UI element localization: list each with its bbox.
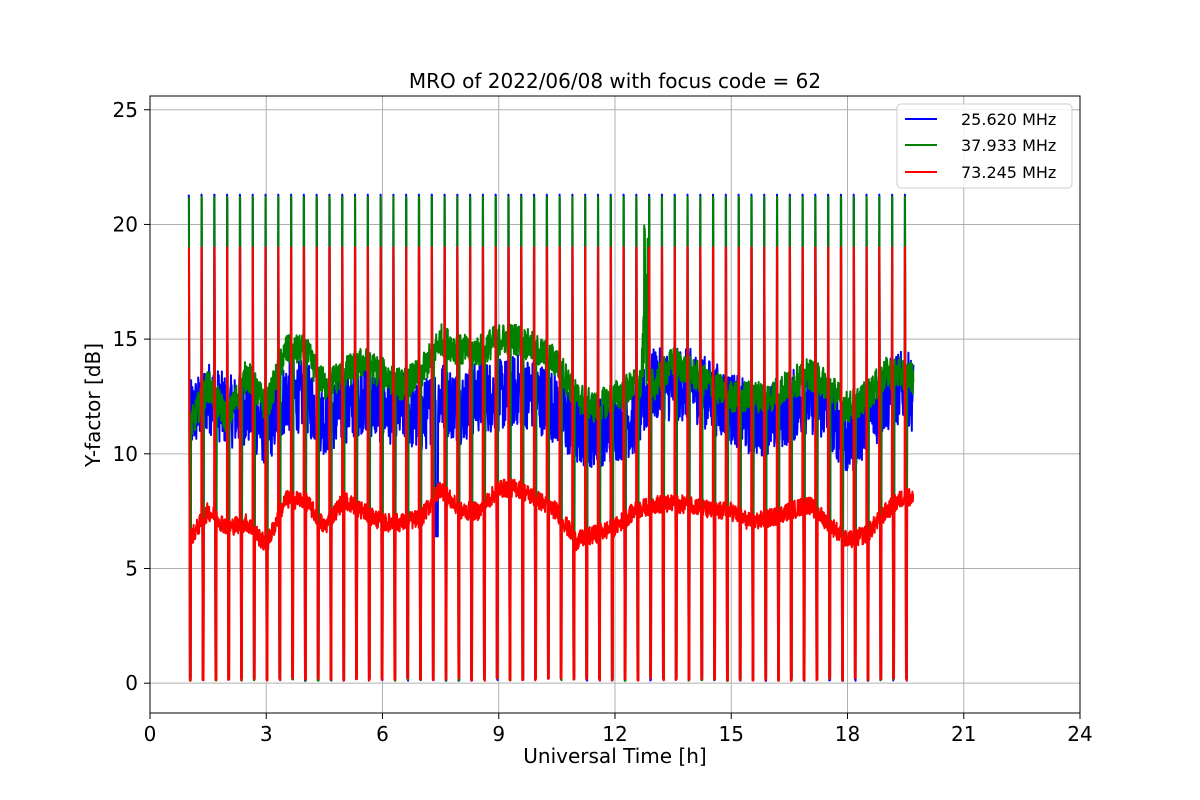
x-tick-label-6: 18: [835, 722, 860, 746]
legend-label-0: 25.620 MHz: [961, 110, 1056, 129]
x-tick-label-1: 3: [260, 722, 273, 746]
x-tick-label-4: 12: [602, 722, 627, 746]
legend-label-1: 37.933 MHz: [961, 136, 1056, 155]
y-axis-label: Y-factor [dB]: [81, 343, 105, 468]
legend: 25.620 MHz 37.933 MHz 73.245 MHz: [896, 103, 1073, 189]
series-line-2: [187, 246, 915, 682]
x-tick-label-7: 21: [951, 722, 976, 746]
x-axis-label: Universal Time [h]: [523, 744, 706, 768]
y-tick-label-5: 25: [113, 98, 138, 122]
y-tick-label-4: 20: [113, 212, 138, 236]
axis-ticks: 0 3 6 9 12 15 18 21 24 0 5 10 15 20 25: [113, 98, 1093, 746]
legend-label-2: 73.245 MHz: [961, 163, 1056, 182]
y-tick-label-1: 5: [125, 556, 138, 580]
series-line-1: [187, 195, 915, 682]
x-tick-label-8: 24: [1067, 722, 1092, 746]
legend-box: [896, 103, 1073, 189]
y-tick-label-2: 10: [113, 442, 138, 466]
y-tick-label-0: 0: [125, 671, 138, 695]
x-tick-label-5: 15: [719, 722, 744, 746]
chart-title: MRO of 2022/06/08 with focus code = 62: [409, 69, 821, 93]
y-tick-label-3: 15: [113, 327, 138, 351]
x-tick-label-3: 9: [492, 722, 505, 746]
x-tick-label-2: 6: [376, 722, 389, 746]
x-tick-label-0: 0: [144, 722, 157, 746]
series-line-0: [187, 193, 915, 682]
data-lines: [187, 193, 915, 682]
